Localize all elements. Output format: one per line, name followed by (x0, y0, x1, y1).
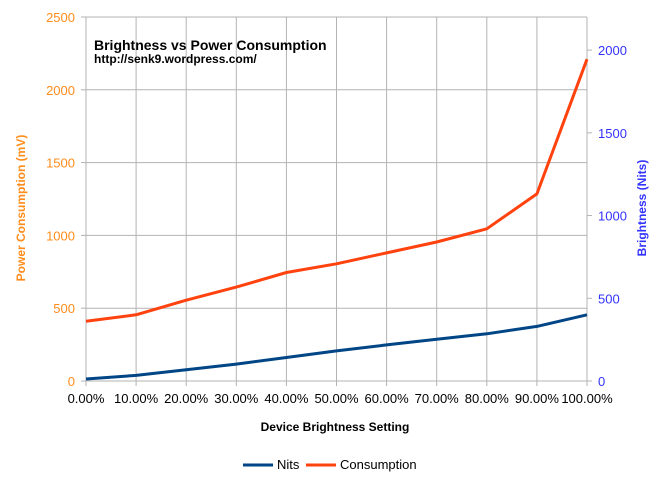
series-line-nits (85, 313, 588, 381)
y-right-tick-label: 0 (598, 374, 605, 389)
x-tick-label: 0.00% (68, 391, 105, 406)
y-right-tick-label: 2000 (598, 43, 627, 58)
x-tick-label: 100.00% (561, 391, 613, 406)
y-left-tick-label: 500 (53, 301, 75, 316)
legend-label-consumption: Consumption (340, 457, 417, 472)
x-tick-label: 70.00% (415, 391, 460, 406)
x-tick-label: 90.00% (515, 391, 560, 406)
x-tick-label: 80.00% (465, 391, 510, 406)
y-right-tick-label: 500 (598, 291, 620, 306)
series-line-consumption (85, 58, 589, 323)
x-tick-label: 50.00% (314, 391, 359, 406)
y-left-tick-label: 1500 (46, 156, 75, 171)
series-lines (85, 58, 589, 381)
legend-label-nits: Nits (277, 457, 300, 472)
y-axis-right-title: Brightness (Nits) (635, 160, 649, 257)
x-tick-label: 30.00% (214, 391, 259, 406)
x-tick-label: 40.00% (264, 391, 309, 406)
y-right-tick-label: 1000 (598, 209, 627, 224)
y-left-tick-label: 2000 (46, 83, 75, 98)
y-axis-left-title: Power Consumption (mV) (14, 135, 28, 282)
x-tick-label: 10.00% (114, 391, 159, 406)
chart-subtitle: http://senk9.wordpress.com/ (94, 52, 257, 66)
x-tick-label: 20.00% (164, 391, 209, 406)
tick-labels: 0 500 1000 1500 2000 2500 0 500 1000 1500 2000 0.00… (46, 10, 627, 406)
y-left-tick-label: 1000 (46, 228, 75, 243)
legend: Nits Consumption (243, 457, 417, 472)
x-axis-title: Device Brightness Setting (261, 420, 410, 434)
chart-title: Brightness vs Power Consumption (94, 37, 327, 53)
y-right-tick-label: 1500 (598, 126, 627, 141)
x-tick-label: 60.00% (365, 391, 410, 406)
grid-lines (81, 16, 592, 386)
y-left-tick-label: 2500 (46, 10, 75, 25)
y-left-tick-label: 0 (68, 374, 75, 389)
